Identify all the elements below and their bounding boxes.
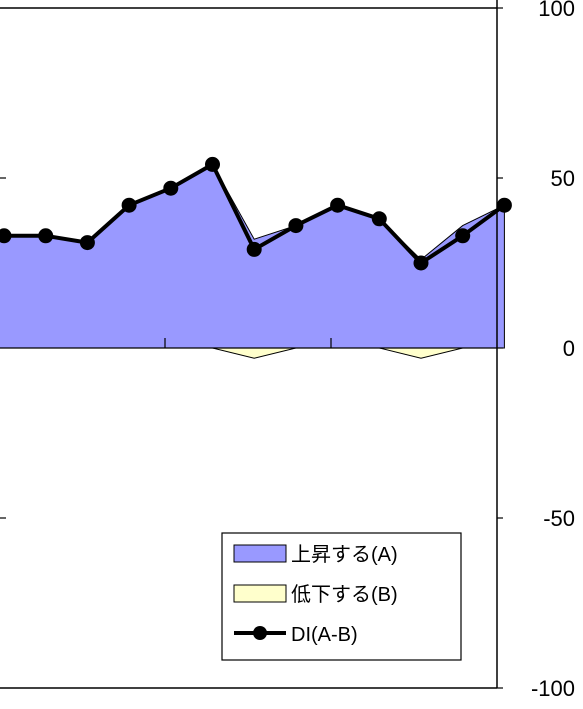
di-point-13 — [496, 197, 512, 213]
y-tick-label--100: -100 — [531, 676, 575, 701]
di-point-3 — [79, 235, 95, 251]
y-tick-label-50: 50 — [551, 166, 575, 191]
axes — [0, 0, 503, 689]
y-tick-label-100: 100 — [538, 0, 575, 21]
area-series-layer — [0, 163, 505, 359]
y-tick-labels: 100 50 0 -50 -100 — [531, 0, 575, 701]
di-point-6 — [205, 156, 220, 172]
di-point-2 — [38, 228, 54, 244]
di-point-10 — [371, 211, 387, 227]
legend-swatch-rise — [233, 544, 287, 563]
legend-label-rise: 上昇する(A) — [291, 543, 398, 566]
legend-marker-di — [253, 626, 267, 640]
di-point-11 — [413, 255, 429, 271]
legend-label-di: DI(A-B) — [291, 624, 358, 646]
di-point-9 — [330, 197, 346, 213]
legend-label-fall: 低下する(B) — [291, 583, 398, 606]
di-point-5 — [163, 180, 179, 196]
area-series-1 — [0, 347, 505, 359]
y-tick-label--50: -50 — [543, 506, 575, 531]
legend-swatch-fall — [233, 584, 287, 603]
di-line-layer — [0, 156, 512, 271]
legend: 上昇する(A) 低下する(B) DI(A-B) — [221, 532, 462, 661]
di-point-1 — [0, 228, 12, 244]
y-tick-label-0: 0 — [563, 336, 575, 361]
di-point-4 — [121, 197, 137, 213]
di-point-7 — [246, 241, 262, 257]
di-point-12 — [455, 228, 471, 244]
di-point-8 — [288, 218, 304, 234]
